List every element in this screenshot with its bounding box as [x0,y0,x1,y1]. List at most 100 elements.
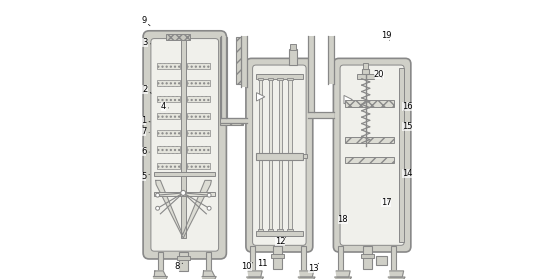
Bar [179,252,188,271]
Polygon shape [202,277,216,279]
Text: 3: 3 [142,38,151,47]
Bar [241,36,247,87]
Text: 19: 19 [381,31,391,40]
Bar [308,36,314,112]
Bar [258,78,263,80]
Bar [308,112,334,118]
Bar [290,44,296,50]
Bar [157,113,179,119]
Bar [256,153,302,160]
Text: 17: 17 [381,198,391,207]
Bar [181,40,185,238]
Bar [187,146,210,153]
Circle shape [207,193,211,197]
Text: 18: 18 [338,215,348,224]
FancyBboxPatch shape [253,65,306,245]
Bar [289,50,298,65]
Bar [328,36,334,84]
FancyBboxPatch shape [340,65,404,245]
Bar [362,69,369,74]
Bar [154,192,215,196]
Bar [338,246,343,271]
Text: 7: 7 [141,127,149,136]
Text: 11: 11 [257,259,267,268]
Text: 20: 20 [374,70,384,79]
Bar [259,79,262,229]
Text: 1: 1 [141,116,150,125]
Bar [157,80,179,86]
Bar [256,74,302,79]
Polygon shape [300,271,314,277]
Bar [236,37,242,84]
Text: 10: 10 [241,262,253,271]
Bar [256,231,302,236]
Bar [177,256,190,260]
Text: 14: 14 [402,169,412,178]
Bar [344,157,394,163]
Text: 8: 8 [174,262,183,271]
Polygon shape [335,277,352,279]
Bar [344,101,394,107]
Polygon shape [344,95,352,104]
Bar [357,74,374,79]
Bar [399,68,404,242]
Bar [301,246,306,271]
Bar [287,78,293,80]
Bar [376,256,388,265]
Bar [258,228,263,231]
Bar [268,78,273,80]
Polygon shape [247,277,263,279]
Text: 6: 6 [141,147,149,156]
FancyBboxPatch shape [333,58,411,252]
Bar [221,118,247,123]
Bar [303,155,307,158]
FancyBboxPatch shape [151,39,219,251]
Polygon shape [257,93,265,101]
Bar [187,163,210,169]
Bar [157,252,163,271]
Bar [221,36,226,118]
Bar [250,246,254,271]
Bar [157,130,179,136]
Circle shape [156,206,160,210]
Circle shape [156,193,160,197]
Bar [187,130,210,136]
Bar [269,79,272,229]
Text: 15: 15 [402,122,412,130]
Bar [273,246,282,269]
Bar [187,96,210,102]
Polygon shape [390,271,404,277]
Bar [288,79,291,229]
Bar [278,78,283,80]
Bar [363,62,368,69]
Text: 9: 9 [141,16,150,26]
Polygon shape [203,271,215,277]
Polygon shape [153,277,167,279]
Bar [206,252,211,271]
FancyBboxPatch shape [143,31,226,259]
Text: 5: 5 [141,172,150,181]
Polygon shape [156,180,211,238]
Bar [361,254,374,258]
Text: 13: 13 [309,263,319,273]
Bar [166,34,190,40]
Bar [187,63,210,69]
Bar [157,163,179,169]
Bar [344,137,394,143]
Polygon shape [154,271,166,277]
Bar [187,80,210,86]
Bar [157,146,179,153]
Text: 16: 16 [402,102,412,111]
FancyBboxPatch shape [246,58,313,252]
Bar [391,246,396,271]
Bar [271,254,284,258]
Text: 12: 12 [275,237,286,246]
Bar [220,37,227,118]
Bar [220,118,242,125]
Bar [154,172,215,176]
Circle shape [181,190,185,195]
Bar [287,228,293,231]
Bar [157,96,179,102]
Bar [268,228,273,231]
Bar [279,79,282,229]
